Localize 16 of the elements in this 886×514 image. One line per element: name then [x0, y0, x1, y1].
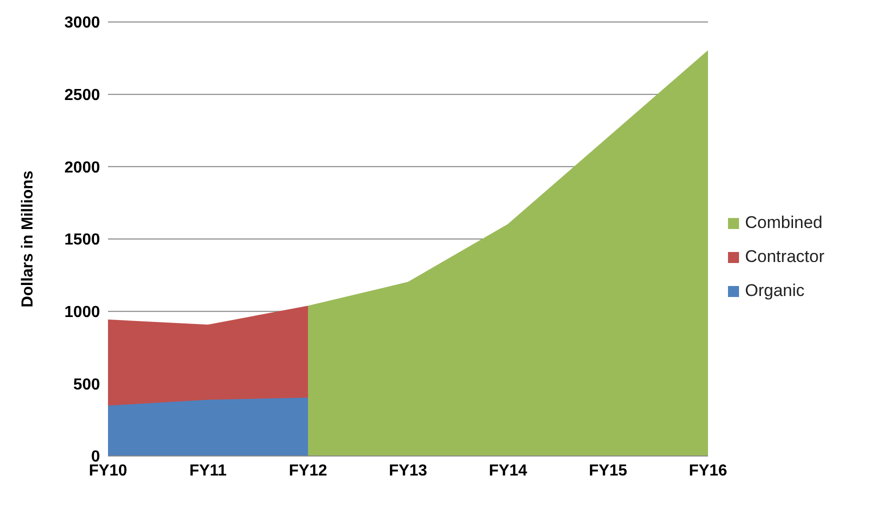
legend-label: Combined [745, 213, 822, 233]
x-tick-label: FY15 [588, 462, 628, 480]
y-tick-label: 2500 [64, 87, 100, 104]
y-tick-label: 2000 [64, 159, 100, 176]
y-tick-label: 500 [73, 376, 100, 394]
y-tick-label: 3000 [64, 14, 100, 32]
legend-label: Contractor [745, 247, 824, 267]
x-tick-label: FY13 [388, 462, 428, 480]
y-tick-label: 1000 [64, 304, 100, 322]
x-tick-label: FY11 [189, 462, 227, 480]
x-tick-label: FY12 [288, 462, 328, 480]
y-axis-title: Dollars in Millions [20, 170, 37, 308]
x-tick-label: FY14 [488, 462, 528, 480]
y-tick-label: 1500 [64, 232, 100, 249]
x-tick-label: FY16 [688, 462, 728, 480]
legend-label: Organic [745, 281, 805, 301]
